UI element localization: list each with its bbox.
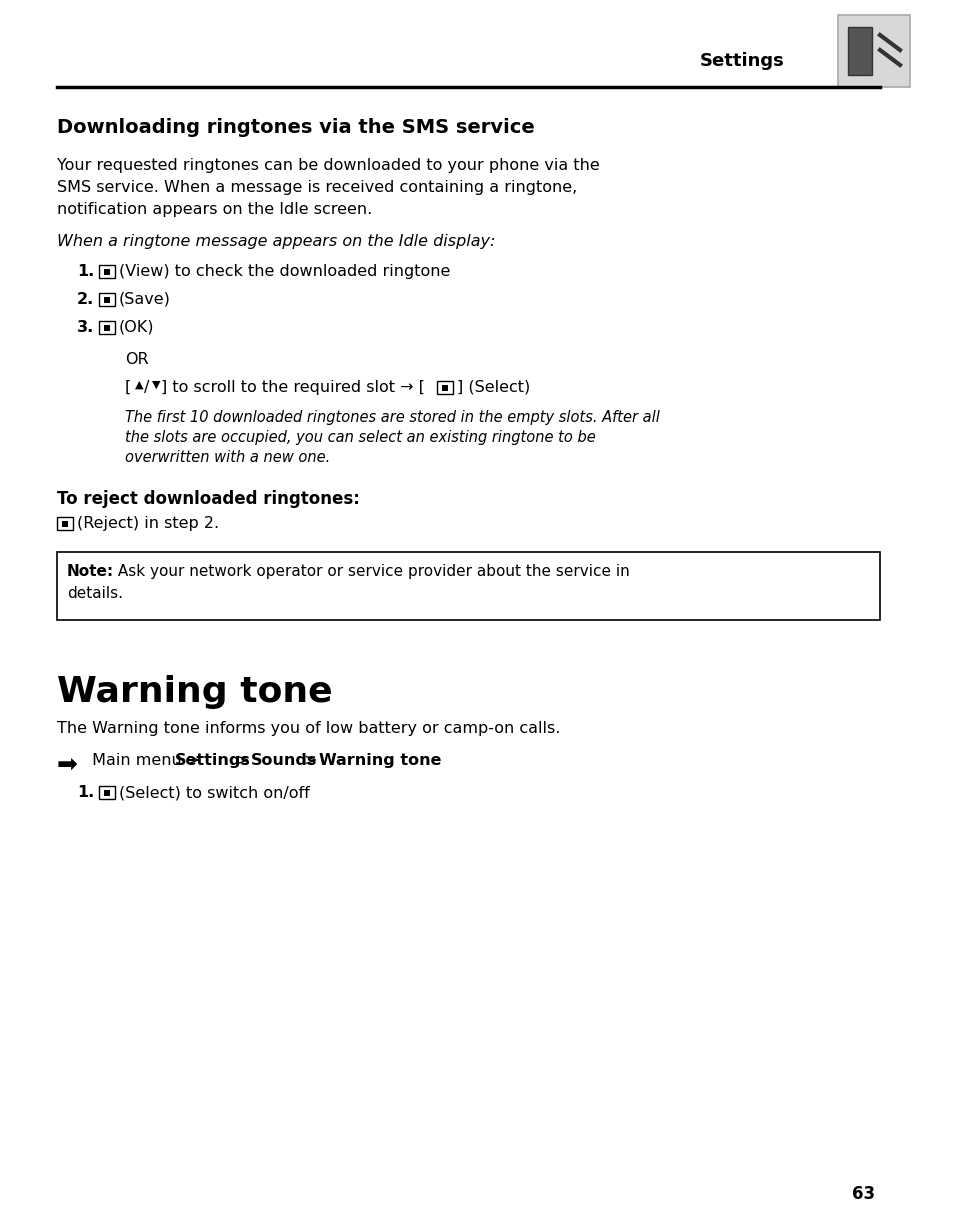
Text: The Warning tone informs you of low battery or camp-on calls.: The Warning tone informs you of low batt… bbox=[57, 720, 559, 736]
Text: Settings: Settings bbox=[174, 753, 251, 768]
Text: overwritten with a new one.: overwritten with a new one. bbox=[125, 450, 330, 464]
Text: Main menu >: Main menu > bbox=[87, 753, 205, 768]
Text: Sounds: Sounds bbox=[251, 753, 317, 768]
Text: 2.: 2. bbox=[77, 293, 94, 307]
Bar bbox=[847, 27, 871, 76]
Text: Note:: Note: bbox=[67, 564, 114, 579]
Text: ] (Select): ] (Select) bbox=[456, 380, 530, 395]
Text: 3.: 3. bbox=[77, 321, 94, 335]
Text: /: / bbox=[144, 380, 150, 395]
Text: Downloading ringtones via the SMS service: Downloading ringtones via the SMS servic… bbox=[57, 118, 535, 137]
Bar bbox=[441, 384, 448, 390]
Bar bbox=[104, 324, 110, 330]
Text: ▲: ▲ bbox=[135, 380, 143, 390]
Bar bbox=[57, 552, 879, 620]
Bar bbox=[62, 521, 68, 527]
Text: To reject downloaded ringtones:: To reject downloaded ringtones: bbox=[57, 490, 359, 508]
Text: ▼: ▼ bbox=[152, 380, 160, 390]
Text: >: > bbox=[298, 753, 322, 768]
Text: Settings: Settings bbox=[700, 52, 784, 69]
Bar bbox=[104, 296, 110, 302]
Text: 63: 63 bbox=[851, 1185, 874, 1203]
Text: 1.: 1. bbox=[77, 265, 94, 279]
Text: 1.: 1. bbox=[77, 785, 94, 800]
Text: the slots are occupied, you can select an existing ringtone to be: the slots are occupied, you can select a… bbox=[125, 430, 595, 445]
Text: (Reject) in step 2.: (Reject) in step 2. bbox=[77, 516, 219, 531]
Text: ➡: ➡ bbox=[57, 753, 78, 777]
Text: (Select) to switch on/off: (Select) to switch on/off bbox=[119, 785, 310, 800]
Text: Your requested ringtones can be downloaded to your phone via the: Your requested ringtones can be download… bbox=[57, 158, 599, 173]
Text: >: > bbox=[231, 753, 254, 768]
Bar bbox=[837, 15, 909, 87]
Text: When a ringtone message appears on the Idle display:: When a ringtone message appears on the I… bbox=[57, 234, 495, 249]
Text: Warning tone: Warning tone bbox=[318, 753, 441, 768]
Bar bbox=[99, 321, 115, 334]
Bar bbox=[99, 265, 115, 278]
Text: SMS service. When a message is received containing a ringtone,: SMS service. When a message is received … bbox=[57, 180, 577, 195]
Text: The first 10 downloaded ringtones are stored in the empty slots. After all: The first 10 downloaded ringtones are st… bbox=[125, 410, 659, 425]
Bar bbox=[104, 268, 110, 274]
Bar bbox=[104, 790, 110, 796]
Text: details.: details. bbox=[67, 586, 123, 601]
Text: (View) to check the downloaded ringtone: (View) to check the downloaded ringtone bbox=[119, 265, 450, 279]
Text: Warning tone: Warning tone bbox=[57, 675, 333, 709]
Bar bbox=[99, 293, 115, 306]
Text: (OK): (OK) bbox=[119, 321, 154, 335]
Bar bbox=[436, 382, 453, 394]
Bar bbox=[99, 786, 115, 798]
Text: ] to scroll to the required slot → [: ] to scroll to the required slot → [ bbox=[161, 380, 424, 395]
Bar bbox=[57, 517, 73, 530]
Text: [: [ bbox=[125, 380, 132, 395]
Text: Ask your network operator or service provider about the service in: Ask your network operator or service pro… bbox=[112, 564, 629, 579]
Text: OR: OR bbox=[125, 352, 149, 367]
Text: (Save): (Save) bbox=[119, 293, 171, 307]
Text: notification appears on the Idle screen.: notification appears on the Idle screen. bbox=[57, 202, 372, 217]
